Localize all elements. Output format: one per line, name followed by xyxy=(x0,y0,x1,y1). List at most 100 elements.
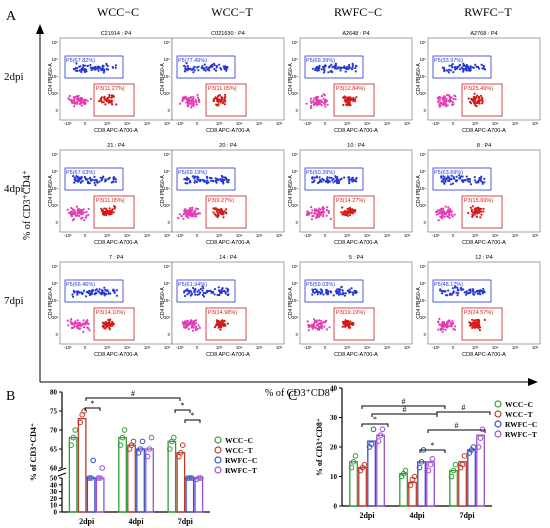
cd4-dot xyxy=(101,178,104,181)
cd4-dot xyxy=(355,176,358,180)
flow-plot-xtick: -10³ xyxy=(304,121,312,126)
dn-dot xyxy=(316,95,319,99)
sig-mark: * xyxy=(181,401,185,410)
dn-dot xyxy=(445,94,448,97)
cd4-dot xyxy=(203,63,206,66)
gate-p5-label: P5(63.69%) xyxy=(434,170,463,176)
dn-dot xyxy=(437,320,440,323)
dn-dot xyxy=(185,97,188,100)
cd8-dot xyxy=(115,103,118,106)
data-point xyxy=(178,450,184,456)
dn-dot xyxy=(186,103,189,106)
panel-a-y-arrow xyxy=(36,24,44,34)
legend-label: WCC−C xyxy=(505,400,533,409)
cd8-dot xyxy=(341,325,344,328)
dn-dot xyxy=(192,324,195,327)
data-point xyxy=(450,467,457,474)
sig-bracket xyxy=(361,405,446,409)
cd4-dot xyxy=(213,64,216,67)
sig-bracket xyxy=(361,423,389,427)
cd4-dot xyxy=(203,179,206,182)
cd4-dot xyxy=(316,290,319,294)
cd4-dot xyxy=(192,286,195,290)
cd8-dot xyxy=(103,213,106,217)
flow-plot-frame xyxy=(427,149,541,233)
dn-dot xyxy=(184,325,188,328)
cd4-dot xyxy=(456,294,459,297)
cd4-dot xyxy=(95,179,98,182)
sig-mark: # xyxy=(403,405,407,414)
cd8-dot xyxy=(212,211,215,214)
dn-dot xyxy=(80,104,83,107)
cd4-dot xyxy=(115,294,118,297)
cd4-dot xyxy=(212,179,215,182)
cd4-dot xyxy=(225,287,228,290)
dn-dot xyxy=(188,207,192,210)
cd4-dot xyxy=(203,180,206,183)
flow-plot-xtick: 10⁶ xyxy=(532,121,539,126)
cd8-dot xyxy=(480,96,484,99)
flow-plot-ylabel: CD4 PB450-A xyxy=(160,175,166,207)
flow-plot-ytick: 10³ xyxy=(52,315,59,320)
dn-dot xyxy=(325,99,328,102)
dn-dot xyxy=(316,320,319,323)
flow-plot-xtick: 10⁴ xyxy=(236,121,243,126)
cd8-dot xyxy=(108,93,111,97)
cd4-dot xyxy=(460,288,463,291)
bar xyxy=(167,440,177,513)
cd4-dot xyxy=(313,176,316,179)
flow-plot-xtick: 0 xyxy=(452,345,455,350)
cd4-dot xyxy=(183,178,186,181)
x-tick-label: 7dpi xyxy=(459,511,475,520)
cd4-dot xyxy=(467,292,470,295)
cd8-dot xyxy=(224,211,228,214)
dn-dot xyxy=(447,206,450,209)
data-point xyxy=(402,467,409,474)
cd8-dot xyxy=(469,323,472,326)
cd4-dot xyxy=(450,177,453,180)
cd8-dot xyxy=(344,96,347,99)
cd4-dot xyxy=(95,288,98,291)
legend-label: WCC−C xyxy=(225,436,253,445)
cd8-dot xyxy=(475,215,478,218)
flow-plot-ylabel: CD4 PB450-A xyxy=(288,63,294,95)
cd4-dot xyxy=(339,69,342,72)
cd4-dot xyxy=(319,288,322,291)
dn-dot xyxy=(320,101,323,104)
data-point xyxy=(77,419,83,426)
cd4-dot xyxy=(317,69,320,72)
dn-dot xyxy=(75,205,78,208)
cd8-dot xyxy=(476,320,479,324)
dn-dot xyxy=(84,216,87,219)
dn-dot xyxy=(317,103,320,106)
cd8-dot xyxy=(105,210,108,213)
flow-plot-ytick: 10³ xyxy=(292,203,299,208)
flow-plot-ytick: 10⁶ xyxy=(292,152,299,157)
dn-dot xyxy=(313,103,316,106)
flow-plot-xtick: 0 xyxy=(84,345,87,350)
cd4-dot xyxy=(458,176,461,180)
cd4-dot xyxy=(195,66,199,69)
flow-plot-ylabel: CD4 PB450-A xyxy=(48,63,54,95)
flow-plot-ytick: 10⁴ xyxy=(164,298,171,303)
legend-marker xyxy=(494,420,502,428)
cd4-dot xyxy=(459,64,462,67)
cd8-dot xyxy=(101,212,105,215)
flow-plot-ylabel: CD4 PB450-A xyxy=(416,287,422,319)
cd8-dot xyxy=(471,318,474,321)
cd4-dot xyxy=(458,68,462,71)
flow-plot-ytick: 10⁴ xyxy=(164,74,171,79)
y-tick-label: 75 xyxy=(50,408,58,416)
bar xyxy=(476,434,485,507)
dn-dot xyxy=(70,322,73,325)
dn-dot xyxy=(445,100,448,103)
dn-dot xyxy=(440,209,444,212)
flow-plot-ytick: 10³ xyxy=(164,203,171,208)
cd4-dot xyxy=(204,69,207,72)
flow-plot: C21914 : P4 CD4 PB450-A CD8 APC-A700-A -10³… xyxy=(48,31,173,134)
cd4-dot xyxy=(348,176,351,179)
dn-dot xyxy=(307,324,310,327)
cd4-dot xyxy=(483,177,486,180)
gate-p3-label: P3(11.05%) xyxy=(96,198,125,204)
cd4-dot xyxy=(449,69,453,72)
